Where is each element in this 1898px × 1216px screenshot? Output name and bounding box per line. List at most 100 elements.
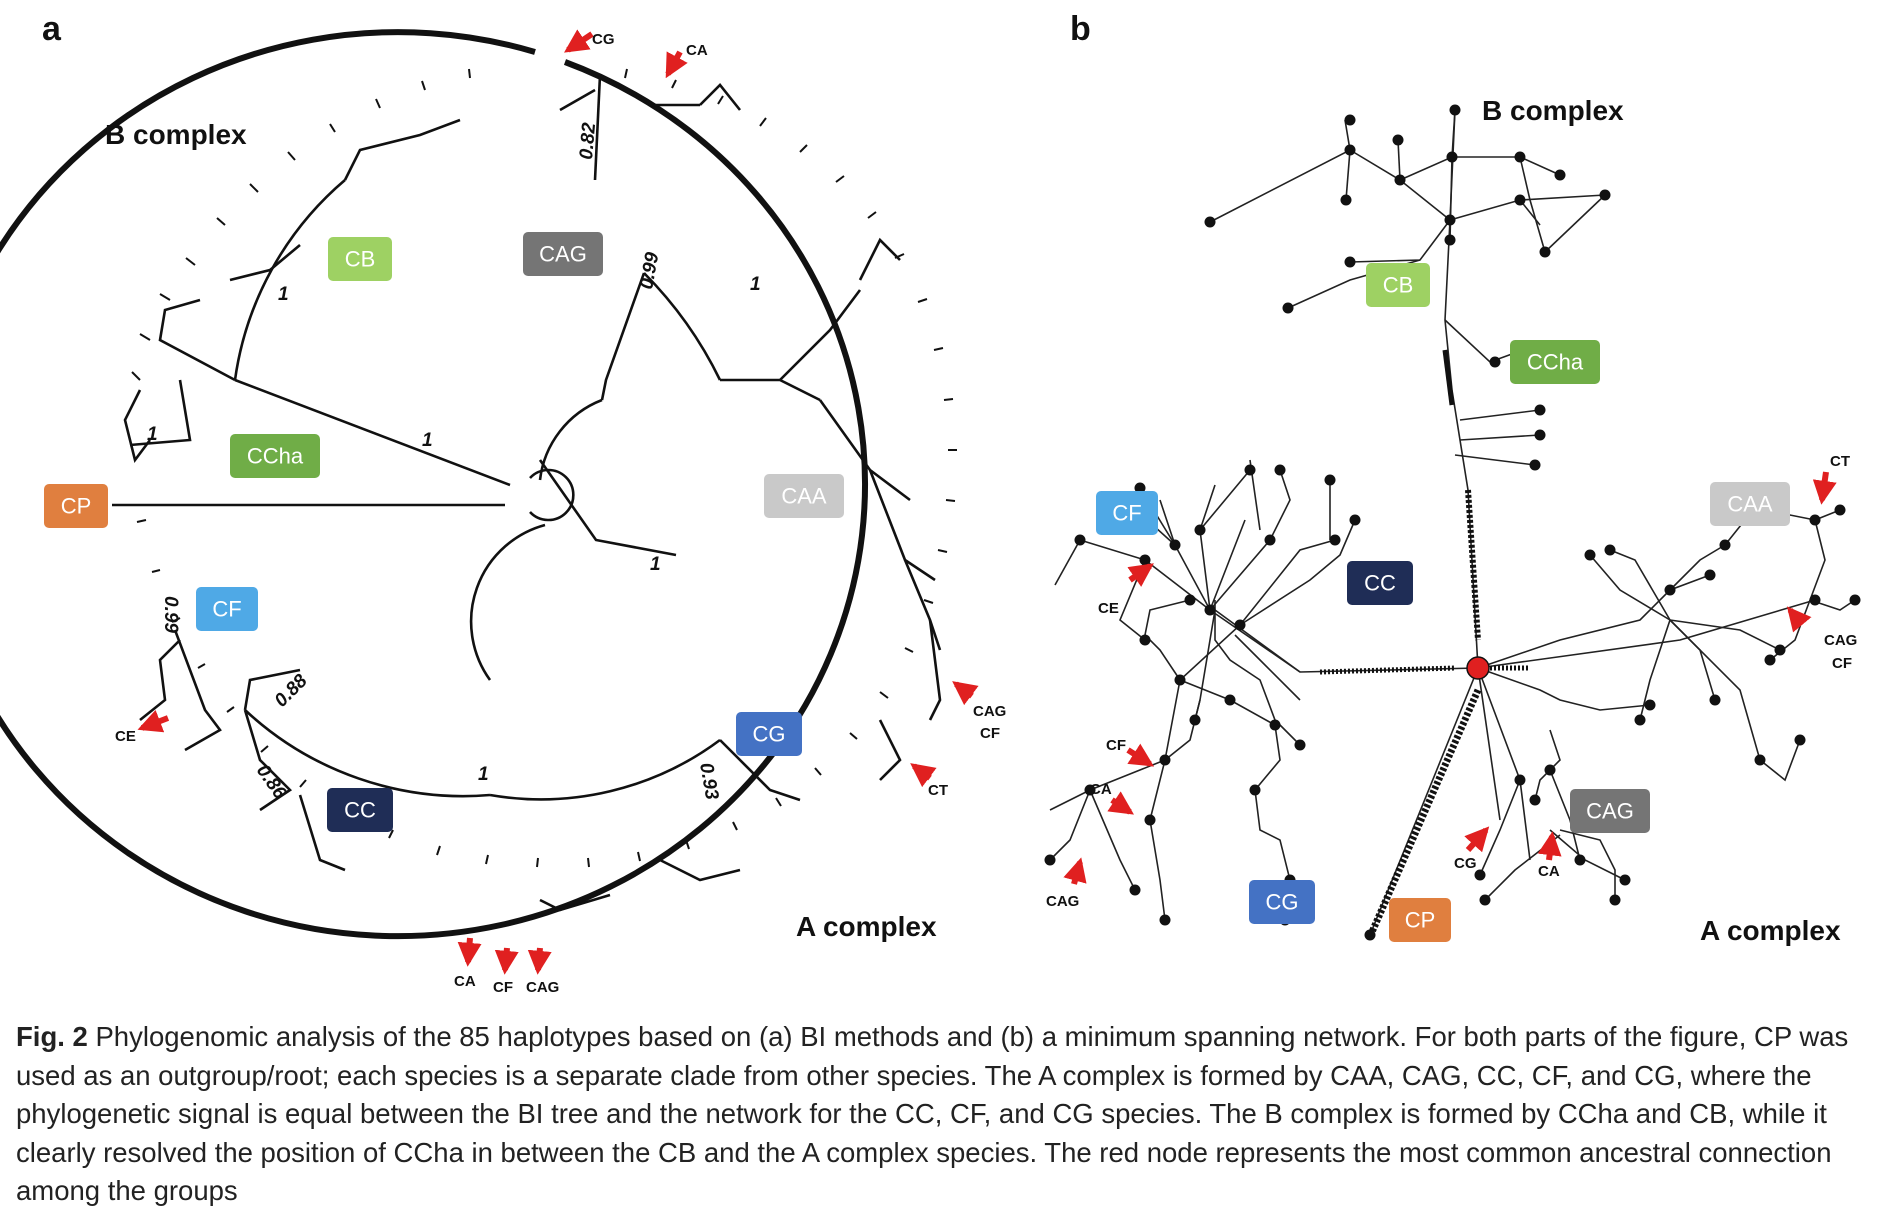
phylogenetic-tree — [112, 73, 942, 912]
network-nodes — [1044, 104, 1861, 941]
panel-a: a — [0, 10, 1006, 996]
clade-badge-cb: CB — [1366, 263, 1430, 307]
badge-label: CCha — [1527, 350, 1584, 375]
badge-bg — [196, 587, 258, 631]
clade-badge-ccha: CCha — [230, 434, 320, 478]
badge-bg — [1510, 340, 1600, 384]
arrow-label: CF — [980, 725, 1000, 742]
figure-caption: Fig. 2 Phylogenomic analysis of the 85 h… — [16, 1018, 1892, 1211]
badge-label: CF — [212, 597, 241, 622]
support-value: 0.82 — [576, 121, 600, 160]
support-value: 1 — [422, 430, 433, 451]
arrow — [1126, 743, 1155, 767]
badge-label: CCha — [247, 444, 304, 469]
mutation-bars — [1319, 349, 1530, 934]
clade-badge-cag: CAG — [1570, 789, 1650, 833]
clade-badge-cp: CP — [1389, 898, 1451, 942]
badge-bg — [1389, 898, 1451, 942]
arrow — [457, 937, 482, 967]
clade-badge-cg: CG — [736, 712, 802, 756]
arrow — [1107, 791, 1134, 815]
panel-a-letter: a — [42, 10, 62, 48]
arrow — [1464, 826, 1490, 853]
arrow — [1812, 471, 1837, 505]
arrow-label: CE — [115, 728, 136, 745]
arrow-label: CG — [1454, 855, 1477, 872]
support-value: 1 — [147, 424, 158, 445]
badge-bg — [1347, 561, 1413, 605]
badge-label: CB — [1383, 273, 1414, 298]
clade-badge-ccha: CCha — [1510, 340, 1600, 384]
panel-b: b B complex A complex — [1044, 10, 1861, 946]
a-complex-label: A complex — [1700, 915, 1841, 946]
b-complex-label: B complex — [1482, 95, 1624, 126]
arrow-label: CF — [1832, 655, 1852, 672]
badge-label: CP — [61, 494, 92, 519]
clade-badge-cp: CP — [44, 484, 108, 528]
clade-badge-cf: CF — [196, 587, 258, 631]
arrow — [137, 709, 170, 733]
badge-bg — [44, 484, 108, 528]
a-complex-label: A complex — [796, 911, 937, 942]
badge-bg — [523, 232, 603, 276]
arrow-label: CE — [1098, 600, 1119, 617]
badge-label: CF — [1112, 501, 1141, 526]
badge-bg — [1366, 263, 1430, 307]
badge-bg — [736, 712, 802, 756]
arrow — [564, 29, 594, 53]
arrow-label: CAG — [1824, 632, 1857, 649]
badge-label: CC — [1364, 571, 1396, 596]
arrow-label: CT — [1830, 453, 1850, 470]
badge-bg — [230, 434, 320, 478]
b-complex-label: B complex — [105, 119, 247, 150]
clade-badge-cc: CC — [327, 788, 393, 832]
badge-bg — [327, 788, 393, 832]
badge-bg — [1570, 789, 1650, 833]
badge-bg — [1249, 880, 1315, 924]
badge-label: CAA — [1727, 492, 1773, 517]
badge-bg — [764, 474, 844, 518]
clade-badge-cg: CG — [1249, 880, 1315, 924]
arrow-label: CAG — [973, 703, 1006, 720]
support-value: 1 — [478, 764, 489, 785]
arrow-label: CA — [1090, 781, 1112, 798]
tip-ticks — [131, 68, 957, 868]
support-value: 0.86 — [252, 761, 291, 804]
badge-label: CG — [1266, 890, 1299, 915]
arrows — [137, 29, 979, 975]
support-value: 1 — [750, 274, 761, 295]
arrow-label: CA — [1538, 863, 1560, 880]
panel-b-letter: b — [1070, 10, 1091, 48]
clade-badge-cc: CC — [1347, 561, 1413, 605]
arrow — [665, 50, 688, 79]
badge-bg — [1710, 482, 1790, 526]
badge-bg — [1096, 491, 1158, 535]
badge-label: CAG — [1586, 799, 1634, 824]
support-value: 0.88 — [271, 670, 312, 711]
badge-label: CAG — [539, 242, 587, 267]
caption-text: Phylogenomic analysis of the 85 haplotyp… — [16, 1021, 1849, 1206]
arrow-label: CF — [1106, 737, 1126, 754]
arrow — [1537, 831, 1562, 861]
badge-bg — [328, 237, 392, 281]
support-value: 0.99 — [636, 250, 663, 290]
clade-badge-caa: CAA — [764, 474, 844, 518]
arrow — [910, 763, 937, 788]
support-value: 1 — [278, 284, 289, 305]
arrow — [1063, 857, 1087, 885]
arrow-label: CG — [592, 31, 615, 48]
support-value: 0.99 — [160, 596, 181, 633]
clade-badge-cb: CB — [328, 237, 392, 281]
arrow — [1127, 563, 1154, 587]
support-value: 1 — [650, 554, 661, 575]
arrow-label: CF — [493, 979, 513, 996]
clade-badge-caa: CAA — [1710, 482, 1790, 526]
clade-badge-cag: CAG — [523, 232, 603, 276]
badge-label: CG — [753, 722, 786, 747]
badge-label: CAA — [781, 484, 827, 509]
badge-label: CC — [344, 798, 376, 823]
arrows — [1063, 471, 1837, 885]
arrow — [952, 681, 979, 706]
arrow-label: CA — [686, 42, 708, 59]
arrow-label: CAG — [526, 979, 559, 996]
